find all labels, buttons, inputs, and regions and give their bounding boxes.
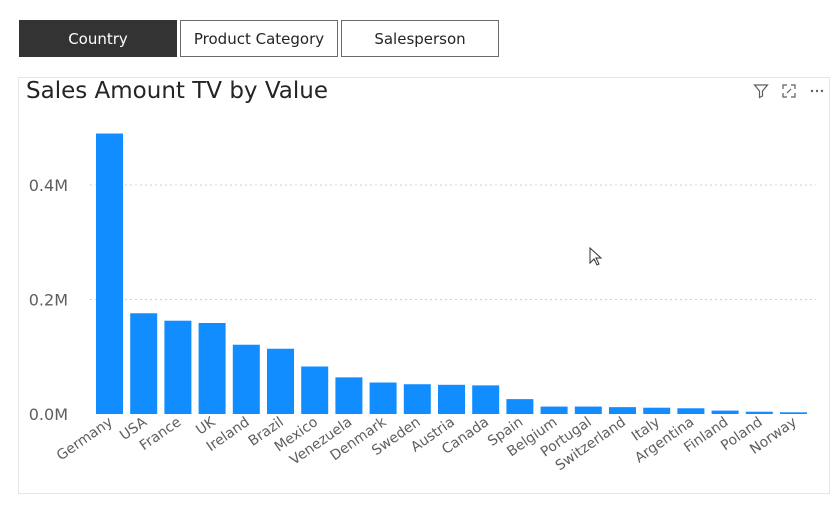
mouse-cursor-icon <box>589 246 603 271</box>
tab-country[interactable]: Country <box>19 20 177 57</box>
visual-header <box>752 82 826 100</box>
slicer-tabs: Country Product Category Salesperson <box>19 20 499 57</box>
chart-card <box>18 77 830 494</box>
tab-product-category[interactable]: Product Category <box>180 20 338 57</box>
focus-mode-icon[interactable] <box>780 82 798 100</box>
more-options-icon[interactable] <box>808 82 826 100</box>
filter-icon[interactable] <box>752 82 770 100</box>
chart-title: Sales Amount TV by Value <box>26 78 328 104</box>
tab-salesperson[interactable]: Salesperson <box>341 20 499 57</box>
